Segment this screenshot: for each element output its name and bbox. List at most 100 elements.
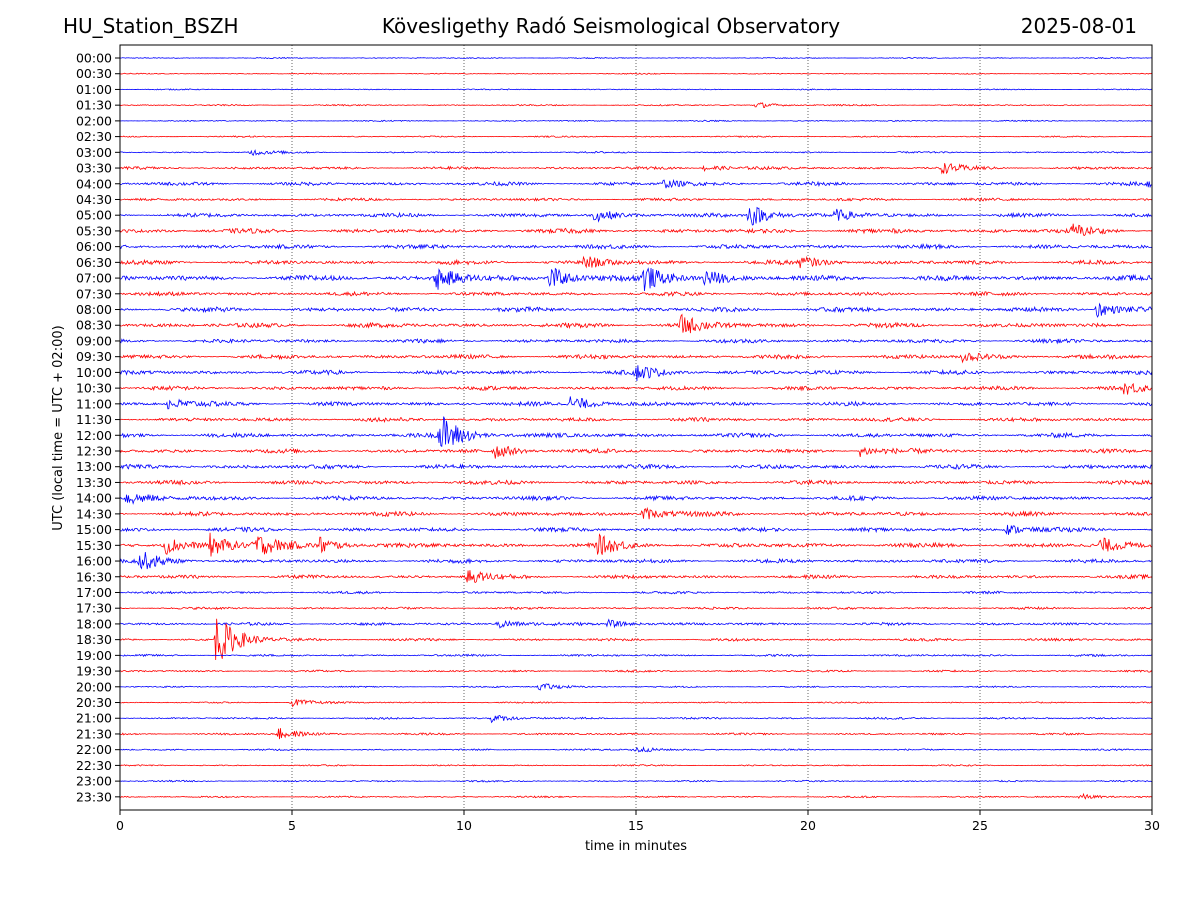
- x-tick-label: 25: [972, 818, 988, 833]
- x-axis-ticks: 0 5 10 15 20 25 30: [116, 810, 1160, 833]
- y-tick-label: 07:00: [76, 271, 112, 286]
- trace-0900: [119, 337, 1153, 345]
- trace-0530: [119, 223, 1153, 237]
- trace-0030: [119, 72, 1153, 75]
- y-tick-label: 11:00: [76, 396, 112, 411]
- station-name: HU_Station_BSZH: [63, 14, 239, 38]
- trace-0930: [119, 352, 1153, 364]
- grid-lines: [291, 45, 981, 810]
- y-tick-label: 20:30: [76, 695, 112, 710]
- trace-1600: [119, 551, 1153, 570]
- y-tick-label: 04:30: [76, 192, 112, 207]
- trace-2030: [119, 699, 1153, 708]
- y-tick-label: 19:30: [76, 664, 112, 679]
- y-tick-label: 18:30: [76, 632, 112, 647]
- y-tick-label: 02:30: [76, 129, 112, 144]
- y-tick-label: 03:30: [76, 161, 112, 176]
- y-tick-label: 12:00: [76, 428, 112, 443]
- trace-0430: [119, 197, 1153, 202]
- trace-2200: [119, 746, 1153, 753]
- y-tick-label: 00:00: [76, 51, 112, 66]
- y-tick-label: 19:00: [76, 648, 112, 663]
- y-tick-label: 14:30: [76, 506, 112, 521]
- trace-1400: [119, 494, 1153, 505]
- trace-1530: [119, 532, 1153, 557]
- trace-0500: [119, 206, 1153, 226]
- trace-0230: [119, 135, 1153, 138]
- trace-1500: [119, 524, 1153, 535]
- y-tick-label: 16:00: [76, 554, 112, 569]
- trace-0800: [119, 302, 1153, 318]
- y-tick-label: 22:30: [76, 758, 112, 773]
- trace-1130: [119, 416, 1153, 423]
- y-tick-label: 17:00: [76, 585, 112, 600]
- y-tick-label: 23:00: [76, 774, 112, 789]
- trace-0200: [119, 119, 1152, 123]
- y-axis-label: UTC (local time = UTC + 02:00): [51, 325, 66, 530]
- x-tick-label: 30: [1144, 818, 1160, 833]
- trace-1800: [119, 618, 1153, 629]
- y-tick-label: 11:30: [76, 412, 112, 427]
- x-tick-label: 0: [116, 818, 124, 833]
- y-tick-label: 22:00: [76, 742, 112, 757]
- trace-0130: [119, 102, 1153, 108]
- y-tick-label: 10:00: [76, 365, 112, 380]
- x-tick-label: 5: [288, 818, 296, 833]
- y-tick-label: 02:00: [76, 113, 112, 128]
- trace-0330: [119, 163, 1153, 175]
- trace-0700: [119, 267, 1153, 291]
- y-tick-label: 01:30: [76, 98, 112, 113]
- trace-1330: [119, 479, 1153, 487]
- trace-1030: [119, 382, 1153, 395]
- chart-date: 2025-08-01: [1020, 14, 1137, 38]
- trace-1230: [119, 445, 1153, 459]
- trace-1000: [119, 365, 1153, 381]
- y-tick-label: 21:00: [76, 711, 112, 726]
- y-tick-label: 13:30: [76, 475, 112, 490]
- trace-0300: [119, 149, 1153, 156]
- trace-1300: [119, 463, 1153, 470]
- trace-1630: [119, 570, 1153, 583]
- trace-2300: [119, 779, 1153, 783]
- y-tick-label: 16:30: [76, 569, 112, 584]
- y-tick-label: 07:30: [76, 286, 112, 301]
- y-tick-label: 03:00: [76, 145, 112, 160]
- trace-1100: [119, 396, 1153, 410]
- y-tick-label: 17:30: [76, 601, 112, 616]
- y-tick-label: 12:30: [76, 444, 112, 459]
- trace-0000: [119, 56, 1153, 60]
- y-tick-label: 09:30: [76, 349, 112, 364]
- x-tick-label: 10: [456, 818, 472, 833]
- y-tick-label: 06:00: [76, 239, 112, 254]
- trace-1700: [119, 590, 1153, 595]
- y-tick-label: 00:30: [76, 66, 112, 81]
- y-tick-label: 08:30: [76, 318, 112, 333]
- y-tick-label: 15:00: [76, 522, 112, 537]
- y-tick-label: 05:30: [76, 223, 112, 238]
- y-tick-label: 08:00: [76, 302, 112, 317]
- y-tick-label: 13:00: [76, 459, 112, 474]
- y-tick-label: 10:30: [76, 381, 112, 396]
- y-tick-label: 20:00: [76, 679, 112, 694]
- trace-1430: [119, 506, 1153, 520]
- trace-0730: [119, 290, 1153, 297]
- trace-0630: [119, 255, 1153, 269]
- y-tick-label: 14:00: [76, 491, 112, 506]
- x-axis-label: time in minutes: [585, 839, 687, 854]
- y-tick-label: 05:00: [76, 208, 112, 223]
- y-tick-label: 04:00: [76, 176, 112, 191]
- trace-1830: [119, 618, 1153, 661]
- y-tick-label: 01:00: [76, 82, 112, 97]
- trace-2230: [120, 764, 1153, 767]
- trace-1730: [119, 606, 1153, 611]
- trace-1930: [119, 669, 1153, 673]
- trace-2100: [119, 714, 1153, 724]
- x-tick-label: 15: [628, 818, 644, 833]
- y-tick-label: 18:00: [76, 616, 112, 631]
- trace-0400: [119, 178, 1153, 189]
- x-tick-label: 20: [800, 818, 816, 833]
- y-tick-label: 15:30: [76, 538, 112, 553]
- trace-2330: [119, 792, 1153, 800]
- trace-0600: [119, 243, 1153, 251]
